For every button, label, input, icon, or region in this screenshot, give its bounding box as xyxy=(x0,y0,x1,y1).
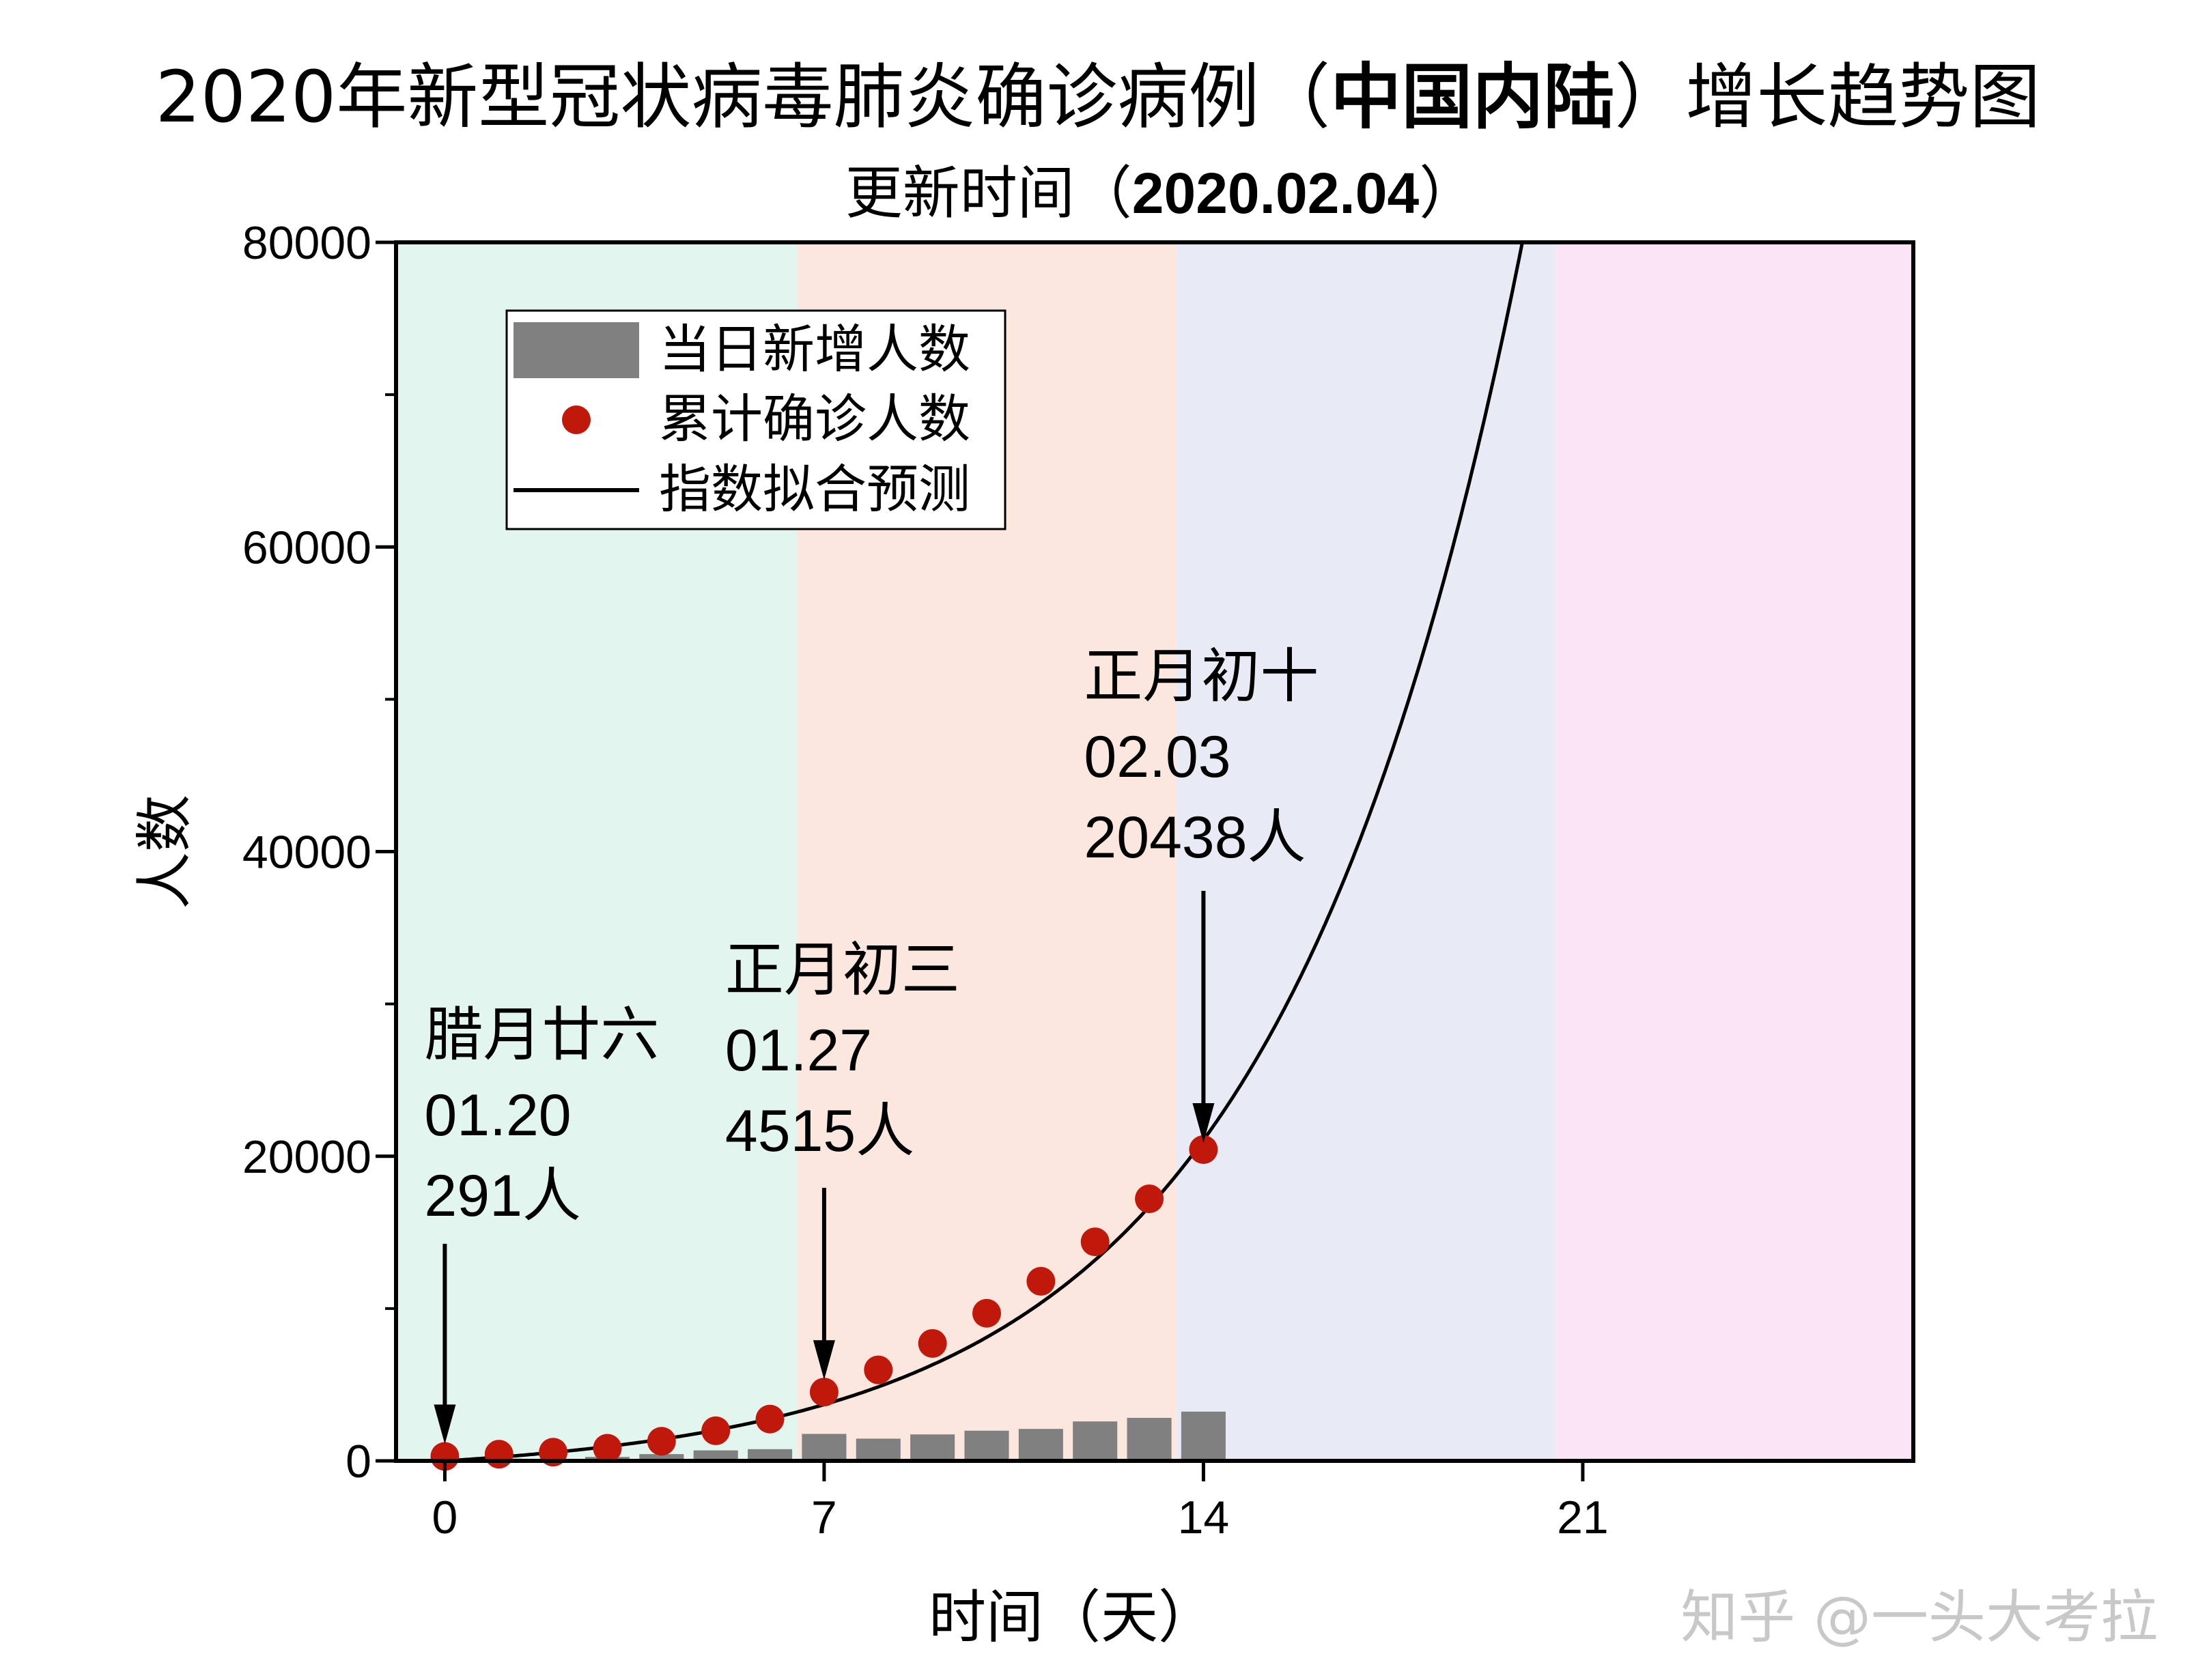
bar-11 xyxy=(1018,1429,1063,1461)
bar-4 xyxy=(639,1454,684,1461)
x-tick-label: 21 xyxy=(1557,1492,1609,1543)
chart-subtitle: 更新时间（2020.02.04） xyxy=(845,160,1476,227)
legend-label-line: 指数拟合预测 xyxy=(659,459,970,519)
annotation-day-7: 正月初三 01.27 4515人 xyxy=(725,936,960,1380)
point-14 xyxy=(1189,1135,1218,1164)
x-tick-label: 0 xyxy=(432,1492,458,1543)
point-1 xyxy=(484,1440,513,1469)
bar-8 xyxy=(856,1438,901,1461)
annotation-line: 正月初十 xyxy=(1084,642,1319,711)
x-axis-label: 时间（天） xyxy=(929,1584,1215,1651)
annotation-arrow-head xyxy=(1192,1102,1215,1143)
annotation-arrow-head xyxy=(813,1340,835,1380)
annotation-line: 正月初三 xyxy=(725,936,960,1004)
x-tick-label: 14 xyxy=(1178,1492,1230,1543)
annotation-day-14: 正月初十 02.03 20438人 xyxy=(1084,642,1319,1143)
annotation-arrow-head xyxy=(434,1404,456,1444)
annotation-line: 01.20 xyxy=(424,1083,571,1148)
point-12 xyxy=(1080,1227,1110,1257)
annotation-line: 20438人 xyxy=(1084,805,1306,870)
point-8 xyxy=(864,1355,893,1384)
legend-label-bars: 当日新增人数 xyxy=(659,319,970,380)
background-band-3 xyxy=(1556,242,1913,1461)
point-10 xyxy=(972,1298,1001,1328)
bar-12 xyxy=(1073,1421,1118,1461)
point-6 xyxy=(755,1404,785,1434)
annotations: 腊月廿六 01.20 291人 正月初三 01.27 4515人 正月初十 02.03 2043… xyxy=(424,642,1319,1444)
x-tick-label: 7 xyxy=(811,1492,837,1543)
annotation-line: 4515人 xyxy=(725,1098,914,1164)
legend: 当日新增人数 累计确诊人数 指数拟合预测 xyxy=(505,309,1006,530)
y-tick-label: 0 xyxy=(346,1436,371,1487)
y-axis: 0 20000 40000 60000 80000 xyxy=(242,217,396,1487)
y-axis-label: 人数 xyxy=(131,795,198,909)
chart-title: 2020年新型冠状病毒肺炎确诊病例（中国内陆）增长趋势图 xyxy=(156,55,2041,139)
legend-scatter-swatch xyxy=(562,405,591,434)
y-tick-label: 60000 xyxy=(242,522,371,573)
bar-13 xyxy=(1127,1417,1172,1461)
background-band-2 xyxy=(1176,242,1556,1461)
fit-line xyxy=(445,242,1524,1463)
annotation-line: 腊月廿六 xyxy=(424,1001,659,1069)
annotation-day-0: 腊月廿六 01.20 291人 xyxy=(424,1001,659,1444)
point-0 xyxy=(430,1442,460,1471)
point-7 xyxy=(809,1378,839,1407)
point-11 xyxy=(1026,1266,1056,1296)
point-9 xyxy=(918,1328,947,1358)
y-tick-label: 40000 xyxy=(242,827,371,879)
watermark: 知乎 @一头大考拉 xyxy=(1680,1584,2158,1651)
annotation-line: 01.27 xyxy=(725,1018,872,1083)
point-13 xyxy=(1135,1184,1164,1214)
point-3 xyxy=(593,1434,622,1463)
annotation-line: 02.03 xyxy=(1084,724,1230,790)
bar-10 xyxy=(964,1430,1009,1461)
point-5 xyxy=(701,1416,731,1445)
bar-9 xyxy=(910,1434,955,1461)
y-tick-label: 80000 xyxy=(242,217,371,269)
legend-label-scatter: 累计确诊人数 xyxy=(659,388,970,449)
y-tick-label: 20000 xyxy=(242,1131,371,1183)
bar-14 xyxy=(1181,1411,1226,1461)
annotation-line: 291人 xyxy=(424,1163,581,1229)
x-axis: 0 7 14 21 xyxy=(432,1461,1609,1543)
bar-5 xyxy=(693,1450,738,1461)
fit-line-series xyxy=(445,242,1524,1463)
point-4 xyxy=(647,1427,676,1456)
legend-bar-swatch xyxy=(513,322,639,378)
bar-6 xyxy=(748,1449,793,1461)
bar-7 xyxy=(802,1434,847,1461)
